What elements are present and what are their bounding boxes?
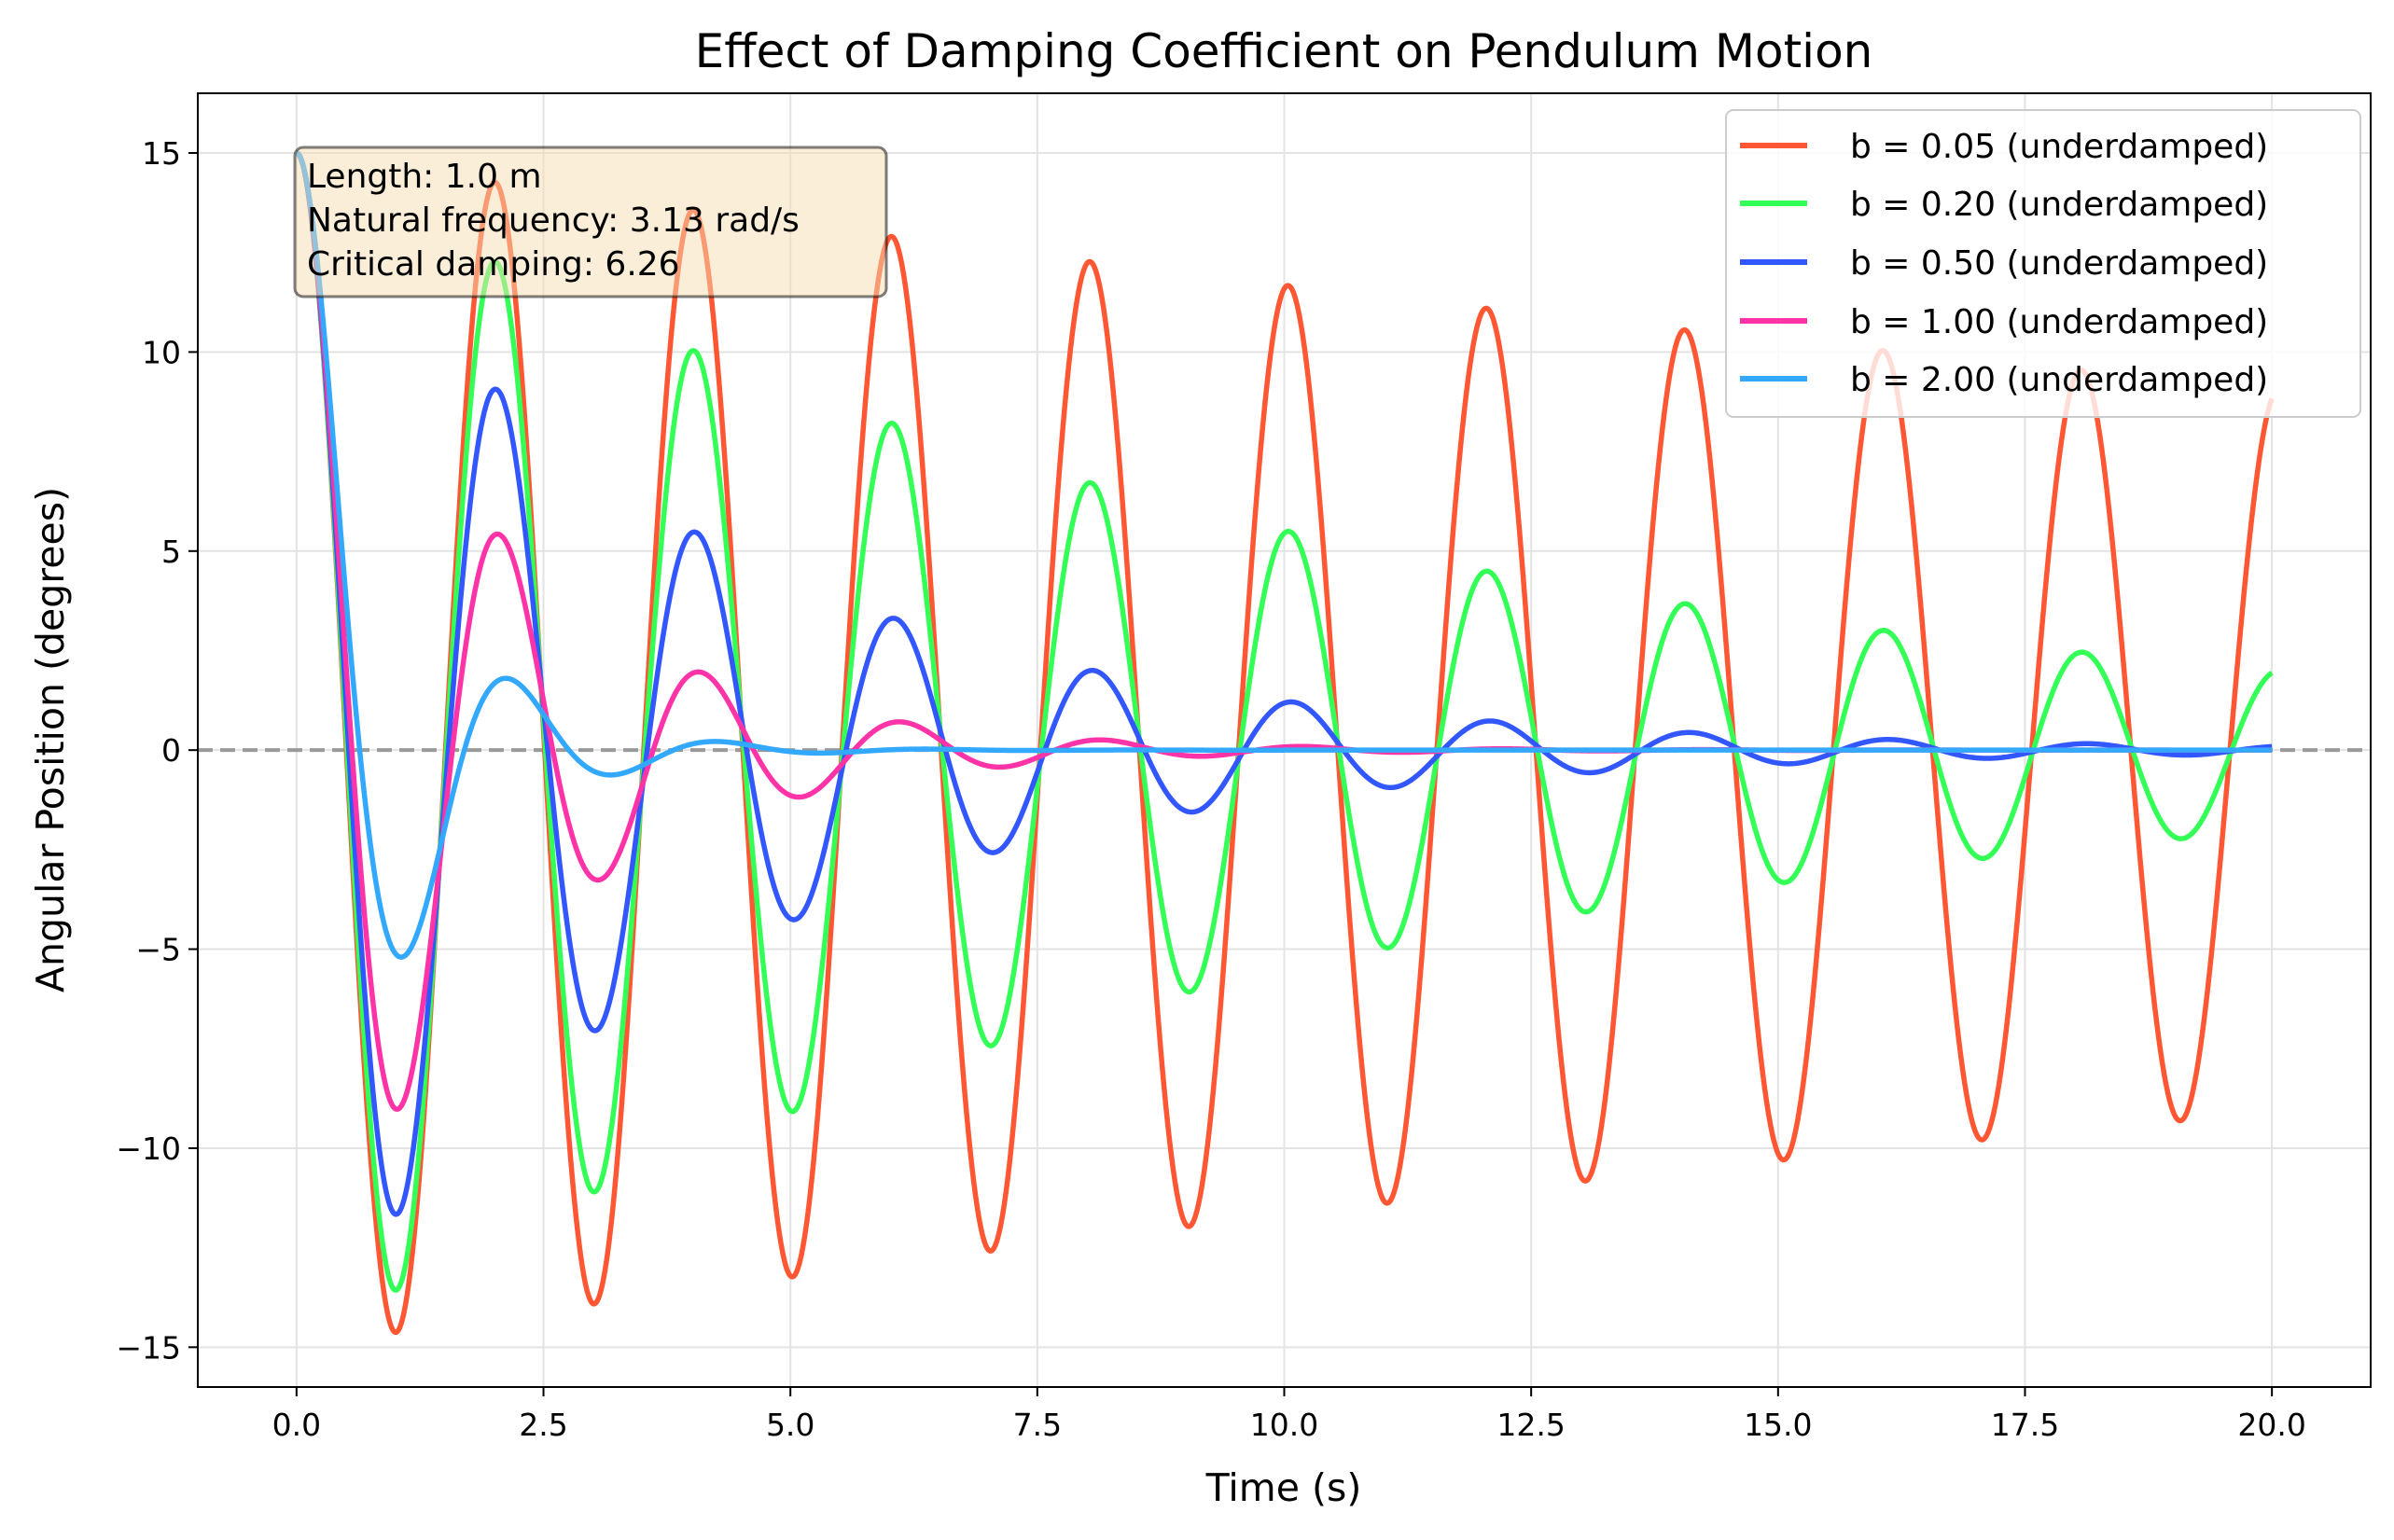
legend-label-b005: b = 0.05 (underdamped)	[1850, 128, 2268, 166]
legend-entry-b100: b = 1.00 (underdamped)	[1740, 303, 2268, 341]
legend-entry-b200: b = 2.00 (underdamped)	[1740, 361, 2268, 399]
x-tick-label: 2.5	[519, 1407, 567, 1443]
y-tick-label: 5	[161, 534, 181, 570]
info-line-natural-frequency: Natural frequency: 3.13 rad/s	[307, 201, 800, 240]
axis-ticks: 0.0 2.5 5.0 7.5 10.0 12.5 15.0 17.5 20.0 −15 −10 −5…	[116, 135, 2306, 1443]
y-tick-label: 10	[142, 334, 181, 370]
y-tick-label: 0	[161, 732, 181, 769]
series-line-0	[295, 150, 2275, 1336]
info-line-critical-damping: Critical damping: 6.26	[307, 245, 680, 284]
y-tick-label: −15	[116, 1329, 181, 1366]
x-tick-label: 5.0	[766, 1407, 814, 1443]
info-line-length: Length: 1.0 m	[307, 158, 542, 196]
x-tick-label: 0.0	[272, 1407, 321, 1443]
y-tick-label: 15	[142, 135, 181, 172]
x-tick-label: 17.5	[1991, 1407, 2059, 1443]
legend-label-b050: b = 0.50 (underdamped)	[1850, 244, 2268, 283]
x-tick-label: 12.5	[1496, 1407, 1565, 1443]
legend-label-b020: b = 0.20 (underdamped)	[1850, 186, 2268, 224]
legend-entry-b020: b = 0.20 (underdamped)	[1740, 186, 2268, 224]
series-lines	[295, 150, 2275, 1336]
info-box-background	[293, 146, 888, 298]
legend-entry-b005: b = 0.05 (underdamped)	[1740, 128, 2268, 166]
legend-label-b200: b = 2.00 (underdamped)	[1850, 361, 2268, 399]
legend-frame	[1725, 109, 2361, 418]
y-tick-label: −5	[135, 932, 181, 968]
x-tick-label: 10.0	[1250, 1407, 1318, 1443]
legend-entry-b050: b = 0.50 (underdamped)	[1740, 244, 2268, 283]
x-tick-label: 20.0	[2237, 1407, 2305, 1443]
series-line-1	[295, 150, 2274, 1293]
chart-title: Effect of Damping Coefficient on Pendulu…	[695, 24, 1873, 78]
x-tick-label: 7.5	[1013, 1407, 1062, 1443]
y-tick-label: −10	[116, 1131, 181, 1167]
info-annotation-box: Length: 1.0 m Natural frequency: 3.13 ra…	[293, 146, 888, 298]
x-axis-label: Time (s)	[1205, 1465, 1362, 1510]
x-tick-label: 15.0	[1744, 1407, 1812, 1443]
legend: b = 0.05 (underdamped) b = 0.20 (underda…	[1725, 109, 2361, 418]
series-line-4	[295, 150, 2274, 960]
y-axis-label: Angular Position (degrees)	[28, 487, 73, 992]
legend-label-b100: b = 1.00 (underdamped)	[1850, 303, 2268, 341]
